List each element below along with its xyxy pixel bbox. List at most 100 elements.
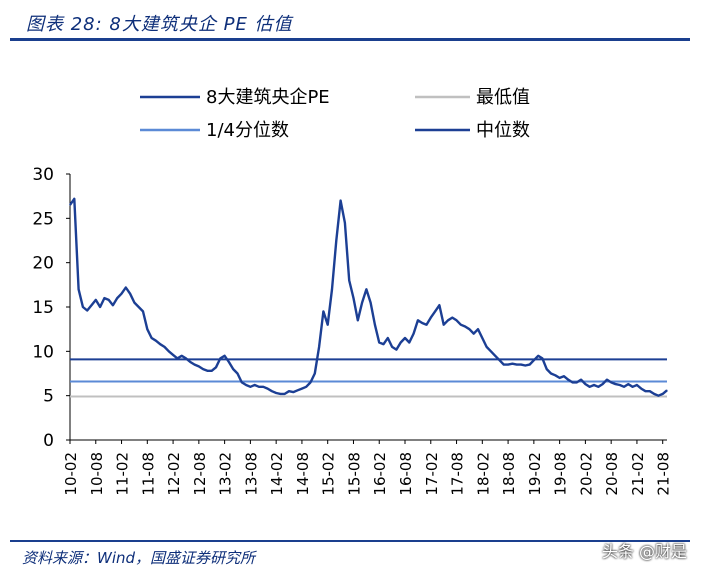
pe-data-point — [305, 386, 307, 388]
pe-data-point — [215, 366, 217, 368]
pe-data-point — [546, 368, 548, 370]
pe-data-point — [559, 377, 561, 379]
pe-data-point — [632, 386, 634, 388]
pe-data-point — [627, 383, 629, 385]
pe-data-point — [644, 390, 647, 392]
pe-data-point — [155, 340, 157, 342]
pe-data-point — [116, 297, 118, 299]
pe-data-point — [344, 222, 346, 224]
pe-data-point — [142, 310, 144, 313]
pe-data-point — [387, 337, 389, 339]
pe-data-point — [528, 364, 531, 366]
pe-data-point — [601, 383, 604, 385]
pe-data-point — [120, 293, 123, 295]
pe-data-point — [133, 301, 136, 304]
pe-data-point — [524, 364, 526, 367]
pe-data-point — [516, 364, 518, 366]
pe-data-point — [327, 324, 329, 326]
y-tick-label: 25 — [32, 209, 54, 229]
pe-data-point — [434, 310, 436, 313]
pe-data-point — [382, 343, 385, 345]
x-tick-label: 15-02 — [320, 452, 338, 496]
pe-data-point — [163, 346, 166, 348]
pe-data-point — [541, 357, 544, 360]
pe-data-point — [391, 346, 393, 348]
x-tick-label: 21-02 — [629, 452, 647, 496]
pe-data-point — [490, 350, 492, 352]
pe-data-point — [430, 317, 432, 319]
pe-data-point — [619, 384, 621, 386]
pe-data-point — [649, 390, 651, 392]
pe-data-point — [486, 346, 488, 348]
pe-chart-svg: 0 5 10 15 20 25 30 10-02 10-08 11-02 11-08 12-02 12-… — [32, 87, 673, 496]
pe-data-point — [623, 386, 625, 388]
pe-data-point — [172, 354, 174, 356]
legend-main-label: 8大建筑央企PE — [206, 87, 330, 108]
pe-data-point — [284, 393, 286, 395]
y-tick-label: 15 — [32, 298, 54, 318]
pe-data-point — [168, 350, 170, 352]
pe-data-point — [245, 384, 247, 386]
pe-data-point — [309, 381, 312, 383]
pe-data-point — [455, 319, 458, 321]
pe-data-point — [112, 304, 114, 306]
x-tick-label: 15-08 — [345, 452, 363, 496]
pe-data-point — [563, 375, 565, 377]
pe-data-point — [108, 299, 110, 301]
pe-data-point — [236, 372, 239, 375]
pe-data-point — [146, 328, 148, 330]
pe-data-point — [447, 319, 449, 321]
pe-data-point — [176, 357, 178, 360]
pe-data-point — [301, 387, 303, 390]
pe-data-point — [425, 324, 428, 326]
pe-data-point — [404, 337, 406, 339]
pe-data-point — [318, 346, 320, 348]
pe-data-point — [481, 337, 483, 339]
pe-data-point — [151, 337, 153, 339]
pe-data-point — [219, 357, 221, 360]
pe-data-point — [181, 355, 183, 357]
y-tick-label: 10 — [32, 342, 54, 362]
x-tick-label: 11-02 — [114, 452, 132, 496]
pe-data-point — [352, 297, 355, 299]
pe-data-point — [361, 301, 363, 304]
pe-data-point — [86, 309, 88, 312]
pe-data-point — [254, 384, 256, 386]
pe-data-point — [275, 392, 277, 394]
pe-data-point — [395, 348, 398, 351]
pe-data-point — [292, 391, 294, 393]
pe-data-point — [378, 341, 380, 344]
pe-data-point — [103, 297, 105, 299]
pe-data-point — [159, 343, 161, 345]
pe-data-point — [69, 204, 71, 206]
x-tick-label: 19-02 — [526, 452, 544, 496]
pe-data-point — [636, 384, 638, 386]
pe-data-point — [421, 322, 423, 324]
pe-data-point — [185, 357, 187, 360]
pe-data-point — [224, 355, 226, 357]
pe-data-point — [339, 200, 342, 202]
pe-data-point — [653, 393, 655, 395]
pe-data-point — [473, 333, 475, 335]
pe-data-point — [99, 306, 101, 308]
y-tick-label: 30 — [32, 165, 54, 185]
pe-series-line — [69, 197, 668, 397]
pe-data-point — [533, 359, 535, 361]
pe-data-point — [262, 386, 264, 388]
pe-data-point — [507, 364, 509, 366]
pe-data-point — [297, 389, 299, 391]
pe-data-point — [662, 393, 664, 395]
pe-data-point — [374, 324, 376, 326]
pe-data-point — [370, 301, 372, 304]
legend-min-label: 最低值 — [476, 87, 530, 108]
pe-data-point — [589, 386, 591, 388]
x-tick-label: 16-02 — [371, 452, 389, 496]
x-tick-label: 13-02 — [217, 452, 235, 496]
pe-data-point — [95, 299, 97, 301]
header-rule — [10, 38, 690, 41]
x-tick-label: 21-08 — [655, 452, 673, 496]
pe-data-point — [606, 379, 608, 381]
pe-data-point — [189, 361, 191, 363]
pe-data-point — [322, 310, 325, 313]
pe-data-point — [580, 379, 582, 381]
